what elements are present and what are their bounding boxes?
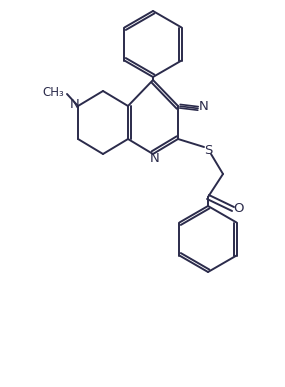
Text: N: N (70, 98, 80, 111)
Text: N: N (150, 152, 160, 166)
Text: O: O (233, 202, 243, 214)
Text: N: N (199, 101, 209, 113)
Text: S: S (204, 144, 212, 156)
Text: CH₃: CH₃ (42, 86, 64, 99)
